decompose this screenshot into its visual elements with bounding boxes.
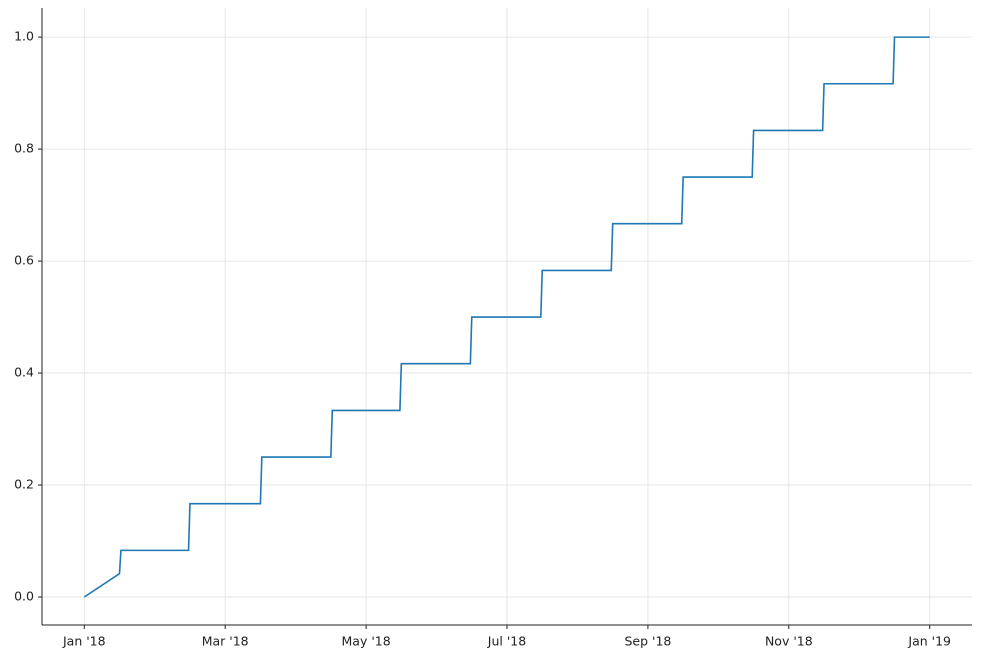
x-tick-label: Jan '19 xyxy=(907,634,951,649)
x-tick-label: Mar '18 xyxy=(202,634,249,649)
y-tick-label: 0.2 xyxy=(14,477,34,492)
x-tick-label: May '18 xyxy=(342,634,391,649)
y-tick-label: 0.6 xyxy=(14,253,34,268)
y-tick-label: 0.8 xyxy=(14,141,34,156)
x-tick-label: Nov '18 xyxy=(765,634,813,649)
x-tick-label: Sep '18 xyxy=(624,634,671,649)
x-tick-label: Jul '18 xyxy=(487,634,526,649)
line-series xyxy=(83,36,930,598)
y-tick-label: 0.0 xyxy=(14,589,34,604)
y-tick-label: 0.4 xyxy=(14,365,34,380)
y-tick-label: 1.0 xyxy=(14,29,34,44)
x-tick-label: Jan '18 xyxy=(62,634,106,649)
